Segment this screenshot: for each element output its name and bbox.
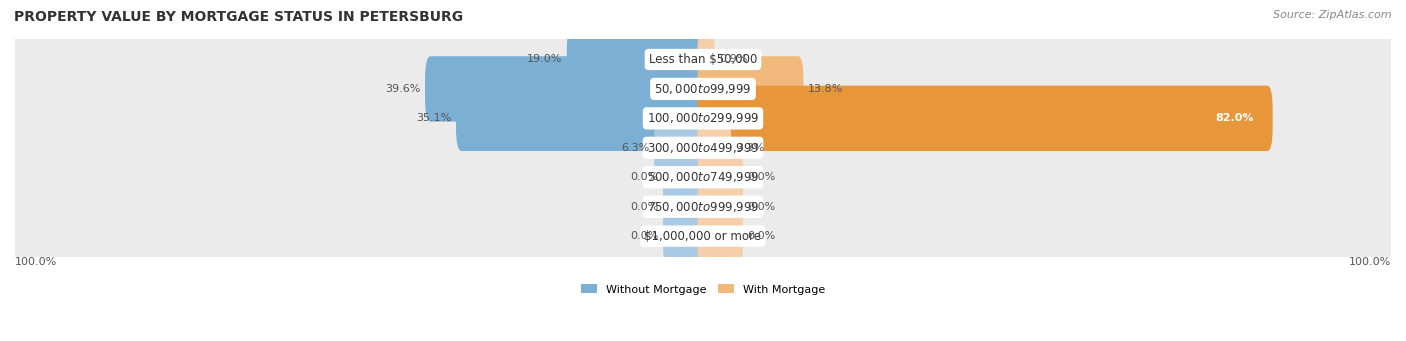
Text: $300,000 to $499,999: $300,000 to $499,999 [647, 141, 759, 155]
FancyBboxPatch shape [7, 38, 1399, 140]
Text: 100.0%: 100.0% [15, 257, 58, 267]
FancyBboxPatch shape [697, 86, 1272, 151]
Text: 100.0%: 100.0% [1348, 257, 1391, 267]
Text: 0.0%: 0.0% [630, 231, 658, 241]
Text: Less than $50,000: Less than $50,000 [648, 53, 758, 66]
Text: 0.0%: 0.0% [630, 202, 658, 212]
FancyBboxPatch shape [664, 145, 709, 210]
Text: $50,000 to $99,999: $50,000 to $99,999 [654, 82, 752, 96]
FancyBboxPatch shape [697, 115, 731, 180]
Text: 35.1%: 35.1% [416, 113, 451, 123]
FancyBboxPatch shape [425, 56, 709, 122]
FancyBboxPatch shape [697, 204, 742, 269]
Text: $750,000 to $999,999: $750,000 to $999,999 [647, 200, 759, 214]
Text: $100,000 to $299,999: $100,000 to $299,999 [647, 112, 759, 125]
Text: 0.0%: 0.0% [748, 231, 776, 241]
FancyBboxPatch shape [7, 185, 1399, 287]
Text: Source: ZipAtlas.com: Source: ZipAtlas.com [1274, 10, 1392, 20]
FancyBboxPatch shape [654, 115, 709, 180]
Text: 3.3%: 3.3% [735, 143, 765, 153]
FancyBboxPatch shape [7, 8, 1399, 111]
Legend: Without Mortgage, With Mortgage: Without Mortgage, With Mortgage [576, 280, 830, 299]
Text: PROPERTY VALUE BY MORTGAGE STATUS IN PETERSBURG: PROPERTY VALUE BY MORTGAGE STATUS IN PET… [14, 10, 463, 24]
FancyBboxPatch shape [7, 67, 1399, 170]
FancyBboxPatch shape [697, 27, 714, 92]
Text: 13.8%: 13.8% [808, 84, 844, 94]
FancyBboxPatch shape [456, 86, 709, 151]
FancyBboxPatch shape [697, 56, 803, 122]
Text: 0.0%: 0.0% [748, 202, 776, 212]
FancyBboxPatch shape [697, 145, 742, 210]
Text: 19.0%: 19.0% [527, 55, 562, 64]
FancyBboxPatch shape [7, 126, 1399, 229]
FancyBboxPatch shape [664, 174, 709, 239]
Text: $500,000 to $749,999: $500,000 to $749,999 [647, 170, 759, 184]
Text: 0.0%: 0.0% [630, 172, 658, 182]
FancyBboxPatch shape [7, 155, 1399, 258]
Text: 0.9%: 0.9% [720, 55, 748, 64]
FancyBboxPatch shape [567, 27, 709, 92]
Text: 6.3%: 6.3% [621, 143, 650, 153]
FancyBboxPatch shape [664, 204, 709, 269]
Text: $1,000,000 or more: $1,000,000 or more [644, 229, 762, 243]
Text: 39.6%: 39.6% [385, 84, 420, 94]
FancyBboxPatch shape [697, 174, 742, 239]
FancyBboxPatch shape [7, 97, 1399, 199]
Text: 0.0%: 0.0% [748, 172, 776, 182]
Text: 82.0%: 82.0% [1215, 113, 1253, 123]
